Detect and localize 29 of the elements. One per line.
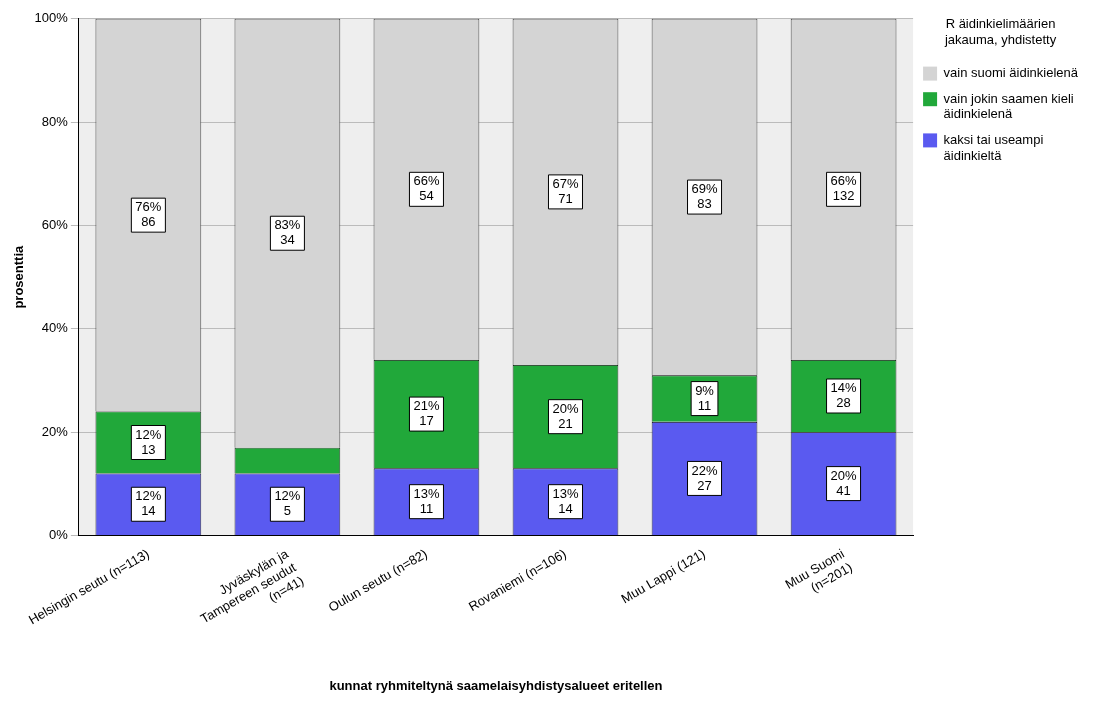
legend-title: R äidinkielimäärien jakauma, yhdistetty bbox=[943, 16, 1057, 47]
data-label: 67% 71 bbox=[552, 175, 579, 206]
data-label: 14% 28 bbox=[830, 380, 858, 411]
data-label: 20% 41 bbox=[830, 467, 858, 498]
legend-label: vain suomi äidinkielenä bbox=[943, 65, 1079, 81]
data-label: 66% 54 bbox=[413, 173, 440, 204]
data-label: 12% 13 bbox=[135, 426, 162, 457]
data-label: 66% 132 bbox=[830, 173, 858, 204]
x-axis-title: kunnat ryhmiteltynä saamelaisyhdistysalueet eritellen bbox=[329, 677, 663, 693]
data-label: 83% 34 bbox=[274, 217, 301, 248]
data-label: 21% 17 bbox=[413, 398, 440, 429]
data-label: 76% 86 bbox=[135, 199, 162, 230]
data-label: 69% 83 bbox=[691, 181, 718, 212]
data-label: 13% 11 bbox=[413, 485, 440, 516]
y-tick-label: 40% bbox=[41, 320, 69, 336]
y-tick-label: 60% bbox=[41, 217, 69, 233]
y-tick-label: 20% bbox=[41, 423, 69, 439]
legend-label: kaksi tai useampi äidinkieltä bbox=[943, 131, 1044, 163]
data-label: 12% 5 bbox=[274, 488, 301, 519]
data-label: 9% 11 bbox=[695, 382, 715, 413]
legend-label: vain jokin saamen kieli äidinkielenä bbox=[943, 90, 1074, 122]
y-axis-title: prosenttia bbox=[11, 244, 27, 309]
y-tick-label: 0% bbox=[49, 527, 69, 543]
y-tick-label: 100% bbox=[34, 10, 69, 26]
data-label: 12% 14 bbox=[135, 488, 162, 519]
data-label: 20% 21 bbox=[552, 400, 579, 431]
data-label: 22% 27 bbox=[691, 462, 718, 493]
data-label: 13% 14 bbox=[552, 485, 579, 516]
y-tick-label: 80% bbox=[41, 113, 69, 129]
